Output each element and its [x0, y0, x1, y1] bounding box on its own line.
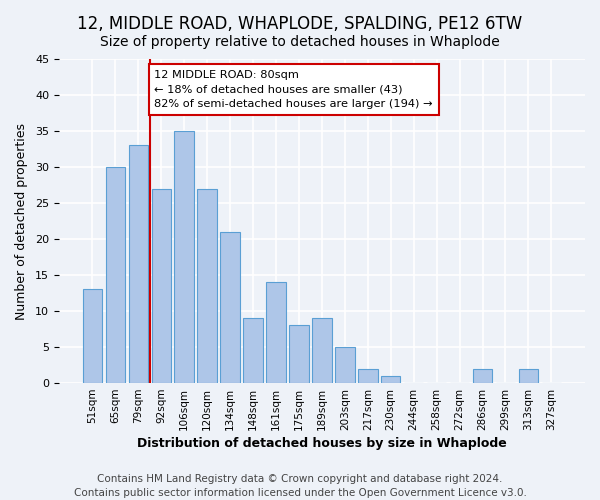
Text: 12, MIDDLE ROAD, WHAPLODE, SPALDING, PE12 6TW: 12, MIDDLE ROAD, WHAPLODE, SPALDING, PE1…: [77, 15, 523, 33]
Bar: [128, 146, 148, 383]
Bar: [312, 318, 332, 383]
Bar: [175, 131, 194, 383]
Bar: [473, 368, 492, 383]
X-axis label: Distribution of detached houses by size in Whaplode: Distribution of detached houses by size …: [137, 437, 507, 450]
Y-axis label: Number of detached properties: Number of detached properties: [15, 122, 28, 320]
Bar: [220, 232, 240, 383]
Bar: [106, 167, 125, 383]
Bar: [358, 368, 377, 383]
Bar: [266, 282, 286, 383]
Text: 12 MIDDLE ROAD: 80sqm
← 18% of detached houses are smaller (43)
82% of semi-deta: 12 MIDDLE ROAD: 80sqm ← 18% of detached …: [154, 70, 433, 110]
Bar: [83, 290, 102, 383]
Bar: [381, 376, 400, 383]
Text: Contains HM Land Registry data © Crown copyright and database right 2024.
Contai: Contains HM Land Registry data © Crown c…: [74, 474, 526, 498]
Text: Size of property relative to detached houses in Whaplode: Size of property relative to detached ho…: [100, 35, 500, 49]
Bar: [244, 318, 263, 383]
Bar: [518, 368, 538, 383]
Bar: [152, 188, 171, 383]
Bar: [197, 188, 217, 383]
Bar: [289, 326, 309, 383]
Bar: [335, 347, 355, 383]
